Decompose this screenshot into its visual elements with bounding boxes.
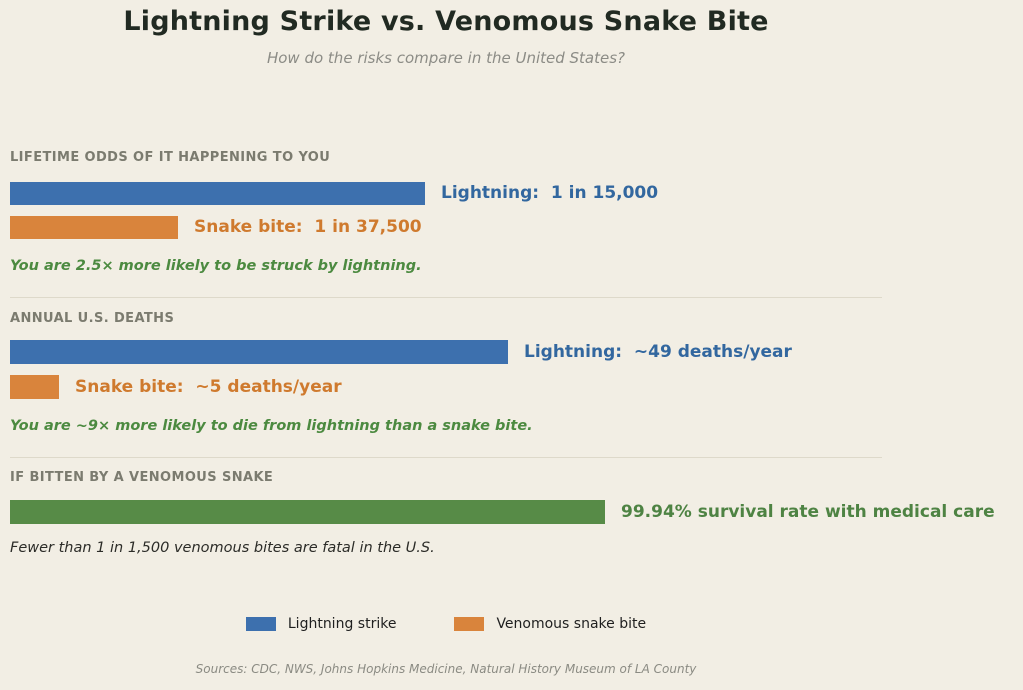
survival-rate-bar xyxy=(10,500,605,524)
lightning-legend-swatch xyxy=(245,617,276,631)
legend: Lightning strike Venomous snake bite xyxy=(10,616,882,632)
snakebite-deaths-bar xyxy=(10,375,59,399)
snakebite-odds-bar xyxy=(10,216,178,239)
note-fatal-bites: Fewer than 1 in 1,500 venomous bites are… xyxy=(10,540,435,556)
section-header-annual-deaths: ANNUAL U.S. DEATHS xyxy=(10,311,175,326)
sources-footer: Sources: CDC, NWS, Johns Hopkins Medicin… xyxy=(195,662,697,676)
lightning-odds-label: Lightning: 1 in 15,000 xyxy=(441,183,659,203)
lightning-deaths-bar xyxy=(10,340,508,364)
lightning-odds-bar xyxy=(10,182,425,205)
section-divider xyxy=(10,457,882,458)
note-deaths-comparison: You are ~9× more likely to die from ligh… xyxy=(10,418,533,434)
snakebite-legend-label: Venomous snake bite xyxy=(496,616,647,632)
note-odds-comparison: You are 2.5× more likely to be struck by… xyxy=(10,258,422,274)
bar-row-lightning-deaths: Lightning: ~49 deaths/year xyxy=(10,340,1023,364)
bar-row-lightning-odds: Lightning: 1 in 15,000 xyxy=(10,182,1023,205)
survival-rate-label: 99.94% survival rate with medical care xyxy=(621,502,995,522)
page-subtitle: How do the risks compare in the United S… xyxy=(266,49,626,67)
section-divider xyxy=(10,297,882,298)
bar-row-snakebite-deaths: Snake bite: ~5 deaths/year xyxy=(10,375,1023,399)
snakebite-deaths-label: Snake bite: ~5 deaths/year xyxy=(75,377,342,397)
bar-row-snakebite-odds: Snake bite: 1 in 37,500 xyxy=(10,216,1023,239)
legend-item-lightning: Lightning strike xyxy=(245,616,397,632)
page-title: Lightning Strike vs. Venomous Snake Bite xyxy=(123,6,769,37)
snakebite-legend-swatch xyxy=(454,617,485,631)
legend-item-snakebite: Venomous snake bite xyxy=(454,616,646,632)
snakebite-odds-label: Snake bite: 1 in 37,500 xyxy=(194,217,422,237)
section-header-lifetime-odds: LIFETIME ODDS OF IT HAPPENING TO YOU xyxy=(10,150,331,165)
section-header-if-bitten: IF BITTEN BY A VENOMOUS SNAKE xyxy=(10,470,274,485)
lightning-deaths-label: Lightning: ~49 deaths/year xyxy=(524,342,792,362)
lightning-legend-label: Lightning strike xyxy=(287,616,397,632)
bar-row-survival: 99.94% survival rate with medical care xyxy=(10,500,1023,524)
